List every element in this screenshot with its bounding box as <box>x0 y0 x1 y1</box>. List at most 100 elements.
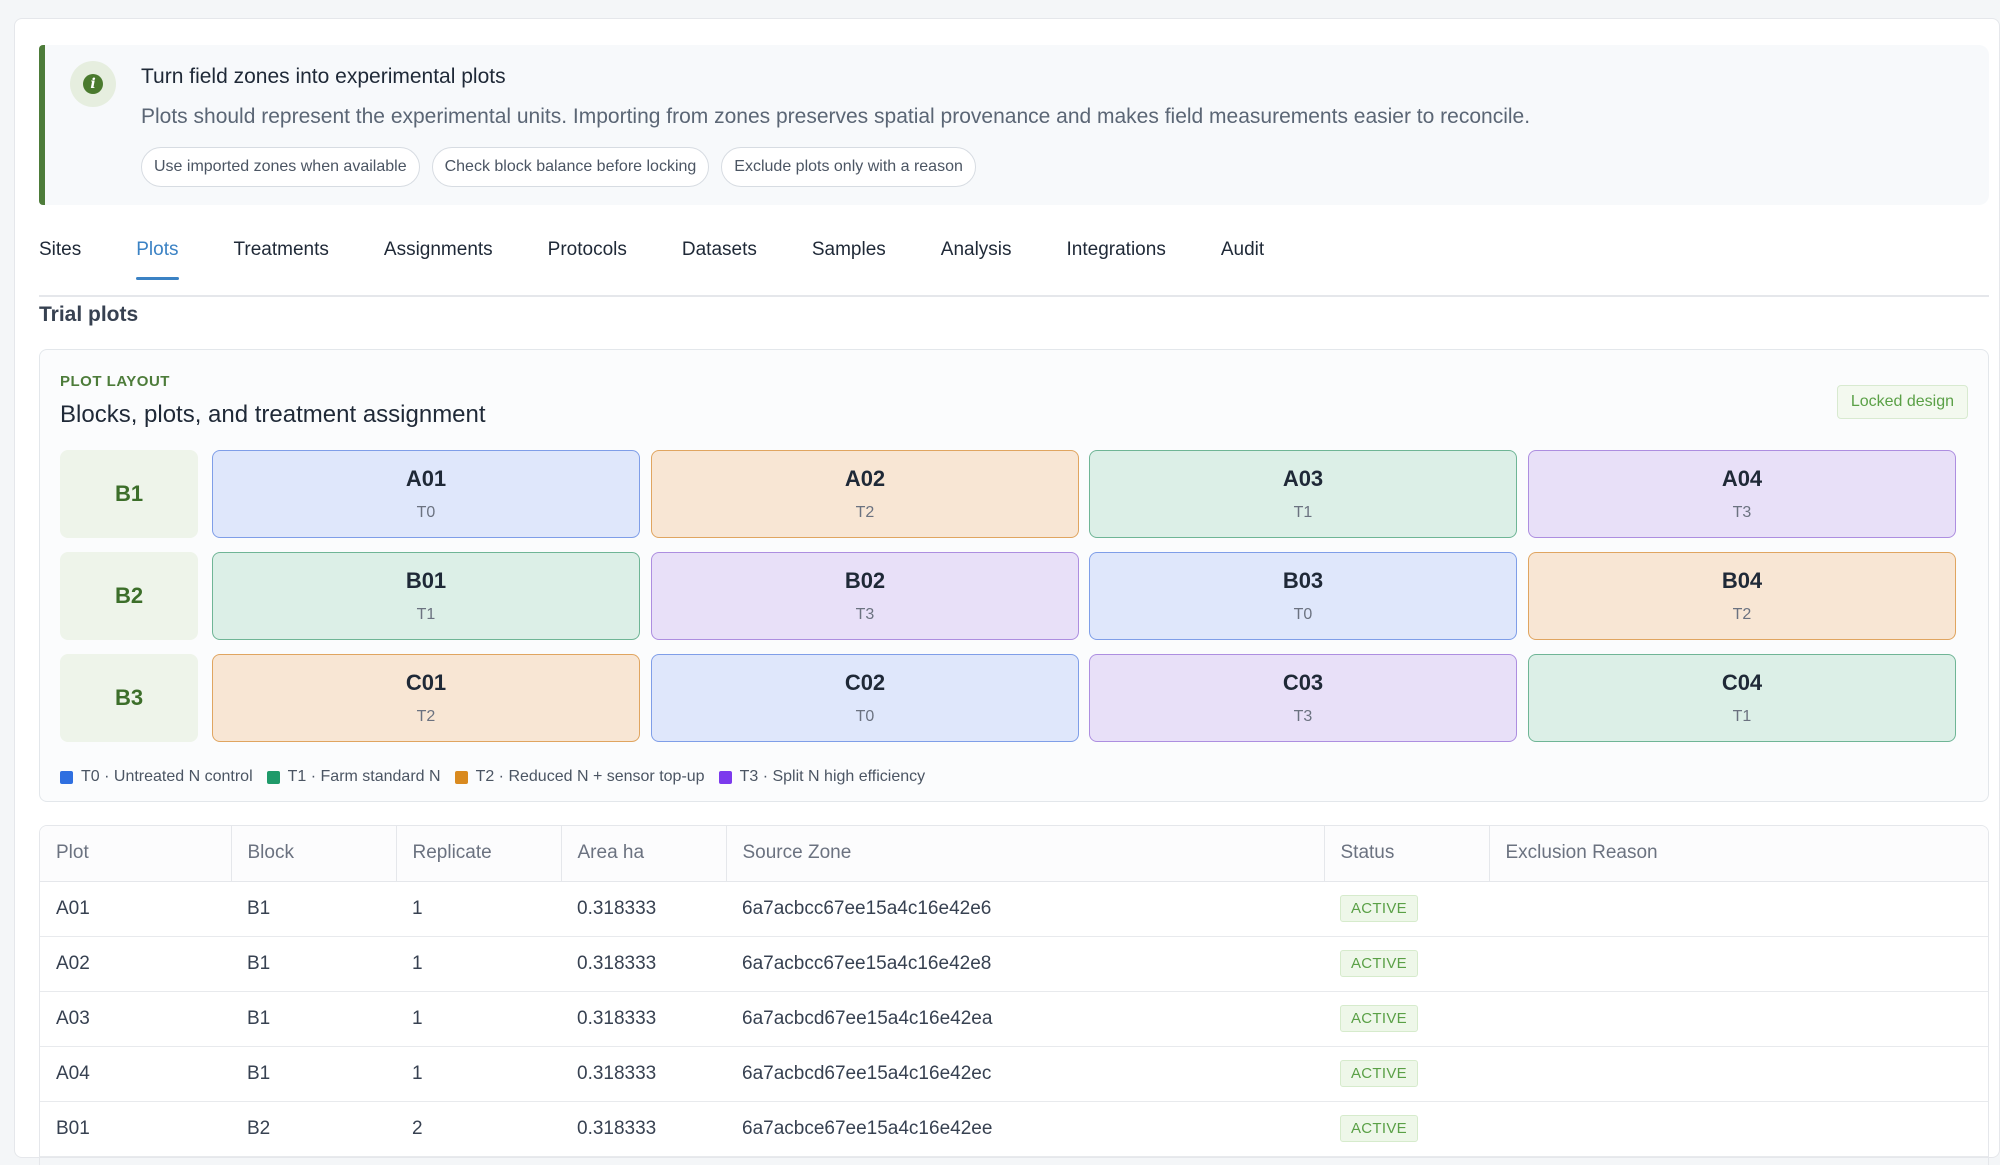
status-badge: ACTIVE <box>1340 1115 1418 1142</box>
column-header[interactable]: Replicate <box>396 826 562 882</box>
status-badge: ACTIVE <box>1340 1005 1418 1032</box>
tab-analysis[interactable]: Analysis <box>940 239 1012 260</box>
plot-cell[interactable]: A02 T2 <box>651 450 1079 538</box>
table-cell: 1 <box>396 991 561 1047</box>
column-header[interactable]: Status <box>1324 826 1490 882</box>
plot-cell[interactable]: B02 T3 <box>651 552 1079 640</box>
tab-assignments[interactable]: Assignments <box>383 239 493 260</box>
plot-cell[interactable]: A04 T3 <box>1528 450 1956 538</box>
column-header[interactable]: Source Zone <box>726 826 1325 882</box>
plot-id: C01 <box>405 670 447 695</box>
table-row[interactable]: A01 B1 1 0.318333 6a7acbcc67ee15a4c16e42e6 AC… <box>40 881 1988 937</box>
column-header[interactable]: Block <box>231 826 397 882</box>
plot-id: A02 <box>844 466 886 491</box>
plot-treatment: T2 <box>416 708 436 725</box>
plot-cell[interactable]: C03 T3 <box>1089 654 1517 742</box>
plot-cell[interactable]: C02 T0 <box>651 654 1079 742</box>
table-header-row: Plot Block Replicate Area ha Source Zone Stat… <box>40 826 1988 882</box>
plot-treatment: T1 <box>1293 504 1313 521</box>
table-cell: 0.318333 <box>561 1101 726 1157</box>
plot-treatment: T0 <box>416 504 436 521</box>
tab-treatments[interactable]: Treatments <box>233 239 329 260</box>
table-cell <box>1489 991 1988 1047</box>
table-cell: B1 <box>231 936 396 992</box>
table-row[interactable]: A02 B1 1 0.318333 6a7acbcc67ee15a4c16e42e8 AC… <box>40 936 1988 992</box>
table-cell: 1 <box>396 1046 561 1102</box>
table-cell: 0.318333 <box>561 991 726 1047</box>
plot-treatment: T1 <box>416 606 436 623</box>
plot-treatment: T1 <box>1732 708 1752 725</box>
tip-chip[interactable]: Check block balance before locking <box>431 147 710 187</box>
plot-cell[interactable]: C04 T1 <box>1528 654 1956 742</box>
legend-item: T1 · Farm standard N <box>266 768 441 786</box>
status-badge: ACTIVE <box>1340 895 1418 922</box>
table-cell: 6a7acbcd67ee15a4c16e42ea <box>726 991 1324 1047</box>
plot-cell[interactable]: A01 T0 <box>212 450 640 538</box>
table-row[interactable]: A03 B1 1 0.318333 6a7acbcd67ee15a4c16e42ea AC… <box>40 991 1988 1047</box>
info-icon-wrap: i <box>70 61 116 107</box>
plot-id: A03 <box>1282 466 1324 491</box>
table-cell: ACTIVE <box>1324 1101 1489 1157</box>
treatment-legend: T0 · Untreated N control T1 · Farm standa… <box>60 768 925 786</box>
block-label: B1 <box>60 450 198 538</box>
tab-samples[interactable]: Samples <box>811 239 886 260</box>
tip-chip[interactable]: Use imported zones when available <box>141 147 420 187</box>
legend-swatch <box>718 770 732 784</box>
block-label: B2 <box>60 552 198 640</box>
section-title: Trial plots <box>39 303 139 326</box>
plot-cell[interactable]: B01 T1 <box>212 552 640 640</box>
tab-bar: Sites Plots Treatments Assignments Protocols… <box>39 237 1989 297</box>
tip-chip[interactable]: Exclude plots only with a reason <box>721 147 976 187</box>
legend-label: T2 · Reduced N + sensor top-up <box>475 768 705 785</box>
plot-treatment: T3 <box>855 606 875 623</box>
legend-label: T1 · Farm standard N <box>287 768 441 785</box>
column-header[interactable]: Exclusion Reason <box>1489 826 1988 882</box>
table-cell: 6a7acbcc67ee15a4c16e42e6 <box>726 881 1324 937</box>
plot-cell[interactable]: A03 T1 <box>1089 450 1517 538</box>
plot-id: C03 <box>1282 670 1324 695</box>
plot-id: A01 <box>405 466 447 491</box>
legend-item: T0 · Untreated N control <box>60 768 253 786</box>
layout-heading: Blocks, plots, and treatment assignment <box>60 401 486 428</box>
legend-item: T2 · Reduced N + sensor top-up <box>454 768 705 786</box>
table-cell: 1 <box>396 936 561 992</box>
table-row[interactable]: B01 B2 2 0.318333 6a7acbce67ee15a4c16e42ee AC… <box>40 1101 1988 1157</box>
table-cell <box>1489 881 1988 937</box>
table-cell: 6a7acbcd67ee15a4c16e42ec <box>726 1046 1324 1102</box>
legend-label: T3 · Split N high efficiency <box>739 768 926 785</box>
plot-cell[interactable]: B04 T2 <box>1528 552 1956 640</box>
table-cell: 0.318333 <box>561 881 726 937</box>
tab-integrations[interactable]: Integrations <box>1066 239 1166 260</box>
plot-treatment: T3 <box>1293 708 1313 725</box>
plot-id: C04 <box>1721 670 1763 695</box>
plot-id: B01 <box>405 568 447 593</box>
locked-design-badge: Locked design <box>1836 385 1968 419</box>
table-cell <box>1489 1101 1988 1157</box>
legend-label: T0 · Untreated N control <box>81 768 253 785</box>
block-label: B3 <box>60 654 198 742</box>
tip-chips: Use imported zones when available Check … <box>141 147 976 187</box>
table-cell: B01 <box>40 1101 231 1157</box>
plot-cell[interactable]: C01 T2 <box>212 654 640 742</box>
tab-audit[interactable]: Audit <box>1220 239 1265 260</box>
table-row[interactable]: A04 B1 1 0.318333 6a7acbcd67ee15a4c16e42ec AC… <box>40 1046 1988 1102</box>
table-cell: 1 <box>396 881 561 937</box>
table-cell <box>1489 936 1988 992</box>
tab-plots[interactable]: Plots <box>136 237 179 295</box>
plot-layout-card: PLOT LAYOUT Blocks, plots, and treatment… <box>39 349 1989 802</box>
plot-treatment: T0 <box>855 708 875 725</box>
table-cell: B1 <box>231 991 396 1047</box>
table-cell: ACTIVE <box>1324 1046 1489 1102</box>
banner-title: Turn field zones into experimental plots <box>141 65 506 88</box>
plot-id: B03 <box>1282 568 1324 593</box>
table-cell: 6a7acbcc67ee15a4c16e42e8 <box>726 936 1324 992</box>
tab-sites[interactable]: Sites <box>39 239 82 260</box>
plot-cell[interactable]: B03 T0 <box>1089 552 1517 640</box>
column-header[interactable]: Plot <box>40 826 232 882</box>
table-cell: ACTIVE <box>1324 936 1489 992</box>
tab-protocols[interactable]: Protocols <box>547 239 627 260</box>
status-badge: ACTIVE <box>1340 950 1418 977</box>
legend-swatch <box>266 770 280 784</box>
column-header[interactable]: Area ha <box>561 826 727 882</box>
tab-datasets[interactable]: Datasets <box>681 239 757 260</box>
